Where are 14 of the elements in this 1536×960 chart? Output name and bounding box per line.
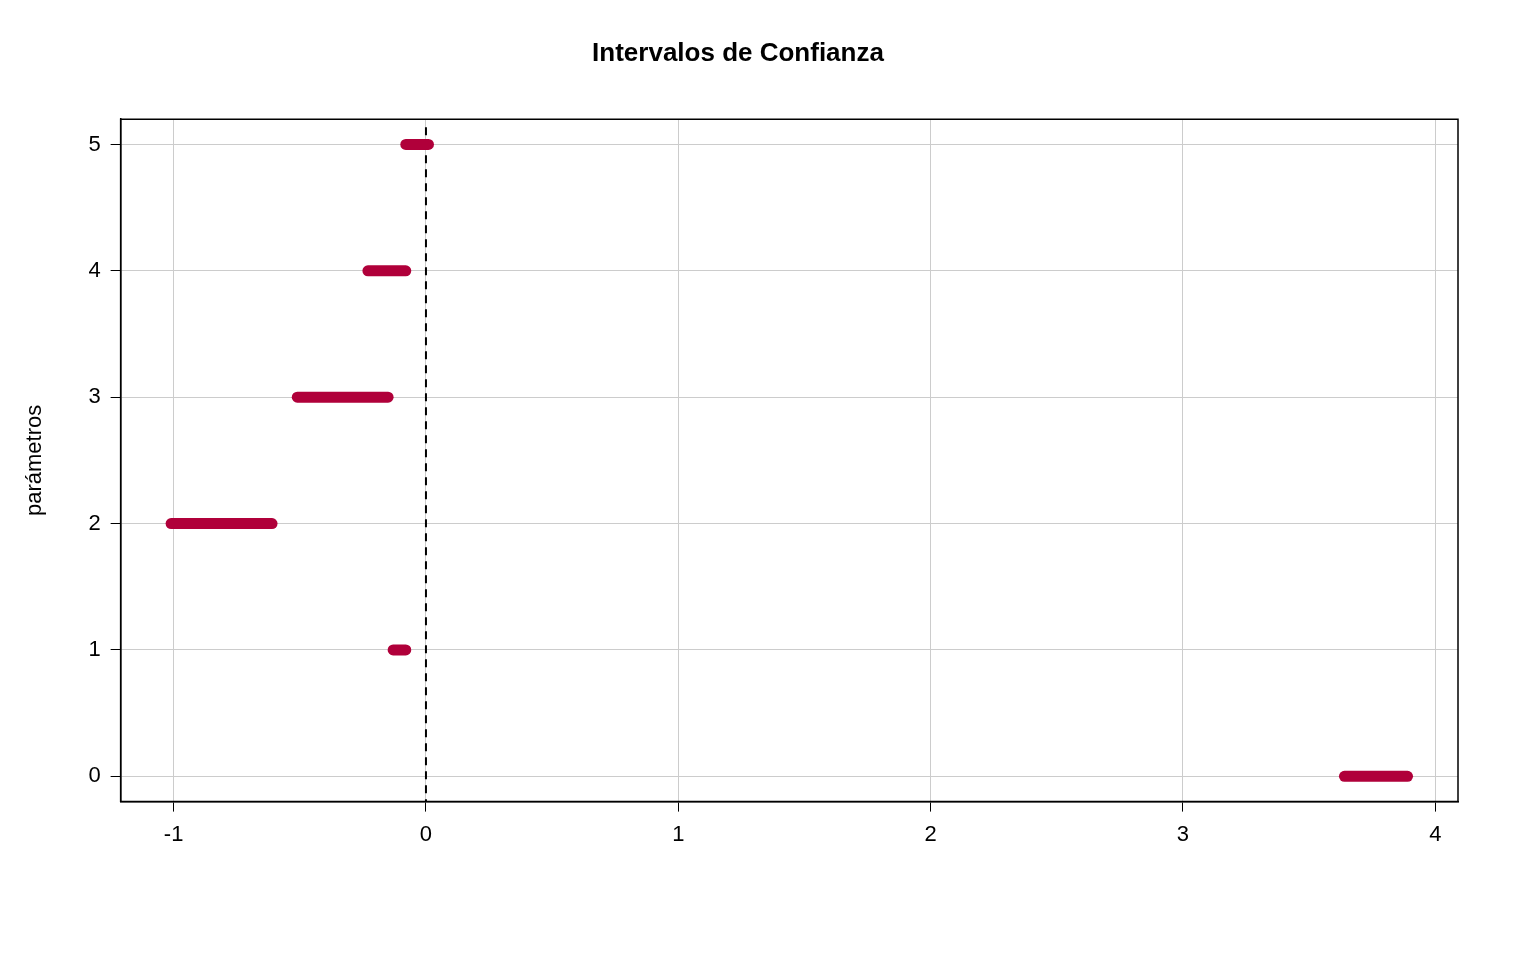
- y-axis-title: parámetros: [21, 404, 47, 517]
- y-tick-label: 0: [88, 762, 101, 788]
- x-tick-label: 3: [1176, 820, 1190, 846]
- x-tick-label: 0: [419, 820, 433, 846]
- y-tick-label: 1: [88, 636, 101, 662]
- y-tick-label: 3: [88, 383, 101, 409]
- x-tick-label: 1: [672, 820, 685, 846]
- chart-title: Intervalos de Confianza: [592, 36, 885, 67]
- x-tick-label: 4: [1429, 820, 1442, 846]
- y-tick-label: 4: [88, 256, 101, 282]
- x-tick-label: 2: [924, 820, 937, 846]
- y-tick-label: 2: [88, 509, 101, 535]
- y-tick-label: 5: [88, 130, 101, 156]
- x-tick-label: -1: [163, 820, 184, 846]
